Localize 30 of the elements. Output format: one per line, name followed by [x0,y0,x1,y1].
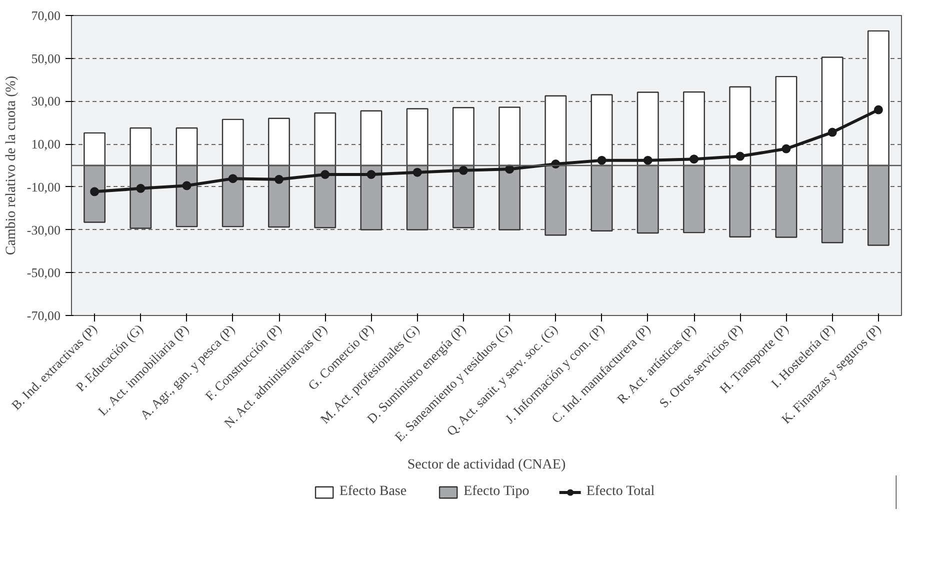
y-tick-label: 30,00 [31,94,60,109]
point [274,174,284,184]
point [228,174,238,184]
y-tick-label: -10,00 [26,179,61,194]
y-tick-label: 70,00 [31,8,60,23]
point [320,170,330,179]
legend-label: Efecto Tipo [464,484,530,500]
point [136,184,146,193]
point [597,156,606,165]
y-tick-label: 10,00 [31,136,60,152]
point [643,156,652,165]
legend-label: Efecto Base [339,484,407,500]
point [366,170,376,179]
point [90,187,100,196]
y-tick-label: -50,00 [26,265,61,280]
point [736,152,745,161]
y-tick-label: -70,00 [26,308,61,323]
y-tick-label: 50,00 [31,50,60,66]
point [458,166,468,175]
x-axis-title: Sector de actividad (CNAE) [407,458,566,473]
point [874,105,883,114]
point [412,168,422,177]
y-tick-label: -30,00 [26,222,61,238]
point [828,128,837,137]
point [782,144,791,154]
point [182,181,192,190]
point [505,164,514,174]
point [690,154,698,164]
legend-label: Efecto Total [586,484,655,500]
y-axis-title: Cambio relativo de la cuota (%) [4,76,19,256]
